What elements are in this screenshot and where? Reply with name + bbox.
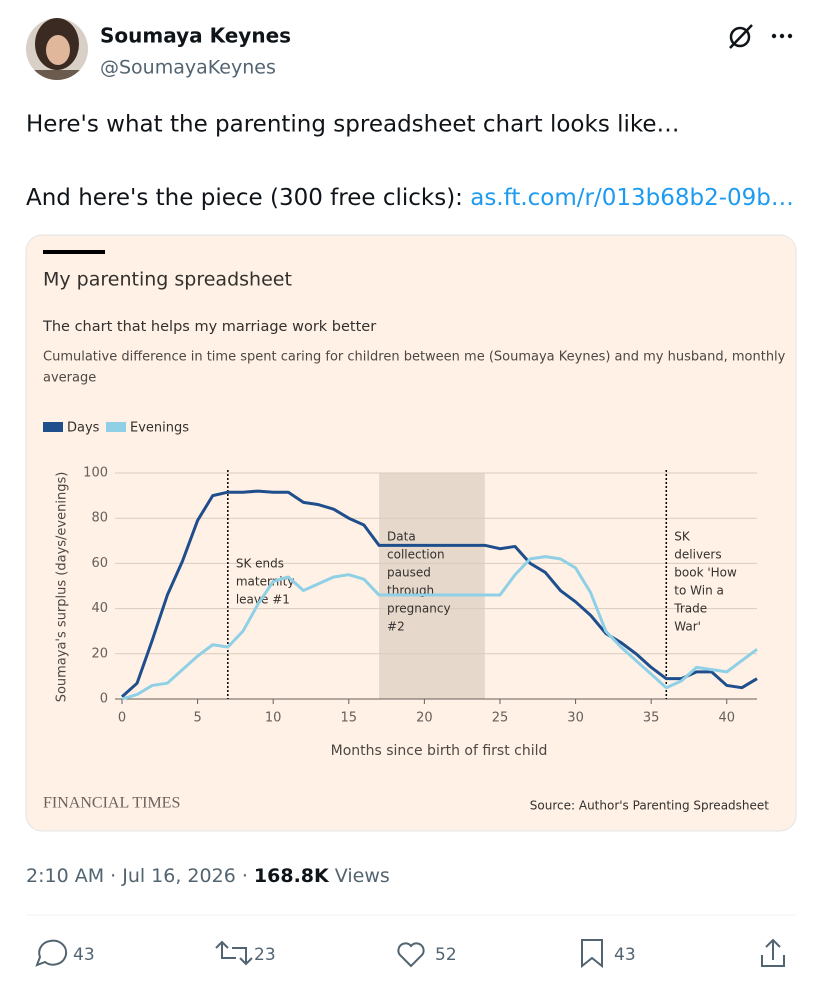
- y-tick-label: 80: [91, 511, 108, 526]
- chart-subtitle: The chart that helps my marriage work be…: [42, 319, 376, 335]
- annotation-text: to Win a: [674, 584, 724, 598]
- chart: 0 20 40 60 80 100 0 5 10 15 20 25 30 35 40 Months since…: [43, 421, 758, 759]
- annotation-text: SK: [674, 530, 691, 544]
- views-label: Views: [335, 865, 390, 887]
- link[interactable]: as.ft.com/r/013b68b2-09b…: [470, 185, 794, 211]
- x-tick-label: 30: [567, 711, 584, 726]
- author-name[interactable]: Soumaya Keynes: [100, 24, 291, 48]
- annotation-text: Data: [387, 530, 416, 544]
- source: Source: Author's Parenting Spreadsheet: [530, 799, 770, 813]
- annotation-text: collection: [387, 548, 445, 562]
- annotation-text: Trade: [673, 602, 707, 616]
- tweet-text: And here's the piece (300 free clicks): …: [26, 185, 794, 211]
- brand: FINANCIAL TIMES: [43, 795, 180, 812]
- grok-icon[interactable]: [729, 24, 753, 49]
- legend-label: Evenings: [130, 421, 189, 436]
- x-tick-label: 35: [643, 711, 660, 726]
- chart-description: Cumulative difference in time spent cari…: [43, 350, 786, 365]
- tweet-text: Here's what the parenting spreadsheet ch…: [26, 112, 680, 138]
- legend-label: Days: [67, 421, 100, 436]
- annotation-text: book 'How: [674, 566, 737, 580]
- x-axis-label: Months since birth of first child: [331, 743, 548, 759]
- x-tick-label: 15: [341, 711, 358, 726]
- bookmark-icon[interactable]: [581, 939, 603, 969]
- y-tick-label: 0: [100, 692, 108, 707]
- views-count: 168.8K: [254, 865, 330, 887]
- y-tick-label: 100: [83, 466, 108, 481]
- reply-icon[interactable]: [35, 939, 68, 967]
- x-tick-label: 40: [718, 711, 735, 726]
- bookmark-count: 43: [614, 945, 636, 965]
- series-line: [120, 489, 758, 698]
- annotation-text: delivers: [674, 548, 721, 562]
- y-tick-label: 20: [91, 646, 108, 661]
- y-tick-label: 60: [91, 556, 108, 571]
- y-axis-label: Soumaya's surplus (days/evenings): [55, 472, 70, 703]
- shaded-period: [379, 473, 485, 699]
- chart-title: My parenting spreadsheet: [43, 269, 292, 291]
- x-tick-label: 5: [193, 711, 201, 726]
- y-tick-label: 40: [91, 601, 108, 616]
- timestamp: 2:10 AM · Jul 16, 2026 · 168.8K Views: [26, 865, 390, 887]
- ft-bar: [43, 250, 105, 254]
- share-icon[interactable]: [761, 938, 785, 967]
- legend-swatch: [106, 422, 126, 432]
- repost-icon[interactable]: [215, 940, 253, 966]
- chart-description: average: [43, 371, 96, 386]
- annotation-text: paused: [387, 566, 431, 580]
- annotation-text: #2: [387, 620, 405, 634]
- avatar[interactable]: [26, 18, 88, 90]
- series-line: [121, 555, 758, 701]
- x-tick-label: 10: [265, 711, 282, 726]
- timestamp[interactable]: 2:10 AM · Jul 16, 2026 ·: [26, 865, 248, 887]
- x-tick-label: 20: [416, 711, 433, 726]
- reply-count: 43: [73, 945, 95, 965]
- repost-count: 23: [254, 945, 276, 965]
- annotation-text: pregnancy: [387, 602, 451, 616]
- x-tick-label: 25: [492, 711, 509, 726]
- more-options[interactable]: [771, 33, 793, 39]
- annotation-text: SK ends: [236, 557, 284, 571]
- legend-swatch: [43, 422, 63, 432]
- x-tick-label: 0: [118, 711, 126, 726]
- tweet-text: And here's the piece (300 free clicks):: [26, 185, 470, 211]
- like-count: 52: [435, 945, 457, 965]
- author-handle[interactable]: @SoumayaKeynes: [100, 57, 276, 79]
- like-icon[interactable]: [397, 942, 425, 968]
- annotation-text: War': [674, 620, 701, 634]
